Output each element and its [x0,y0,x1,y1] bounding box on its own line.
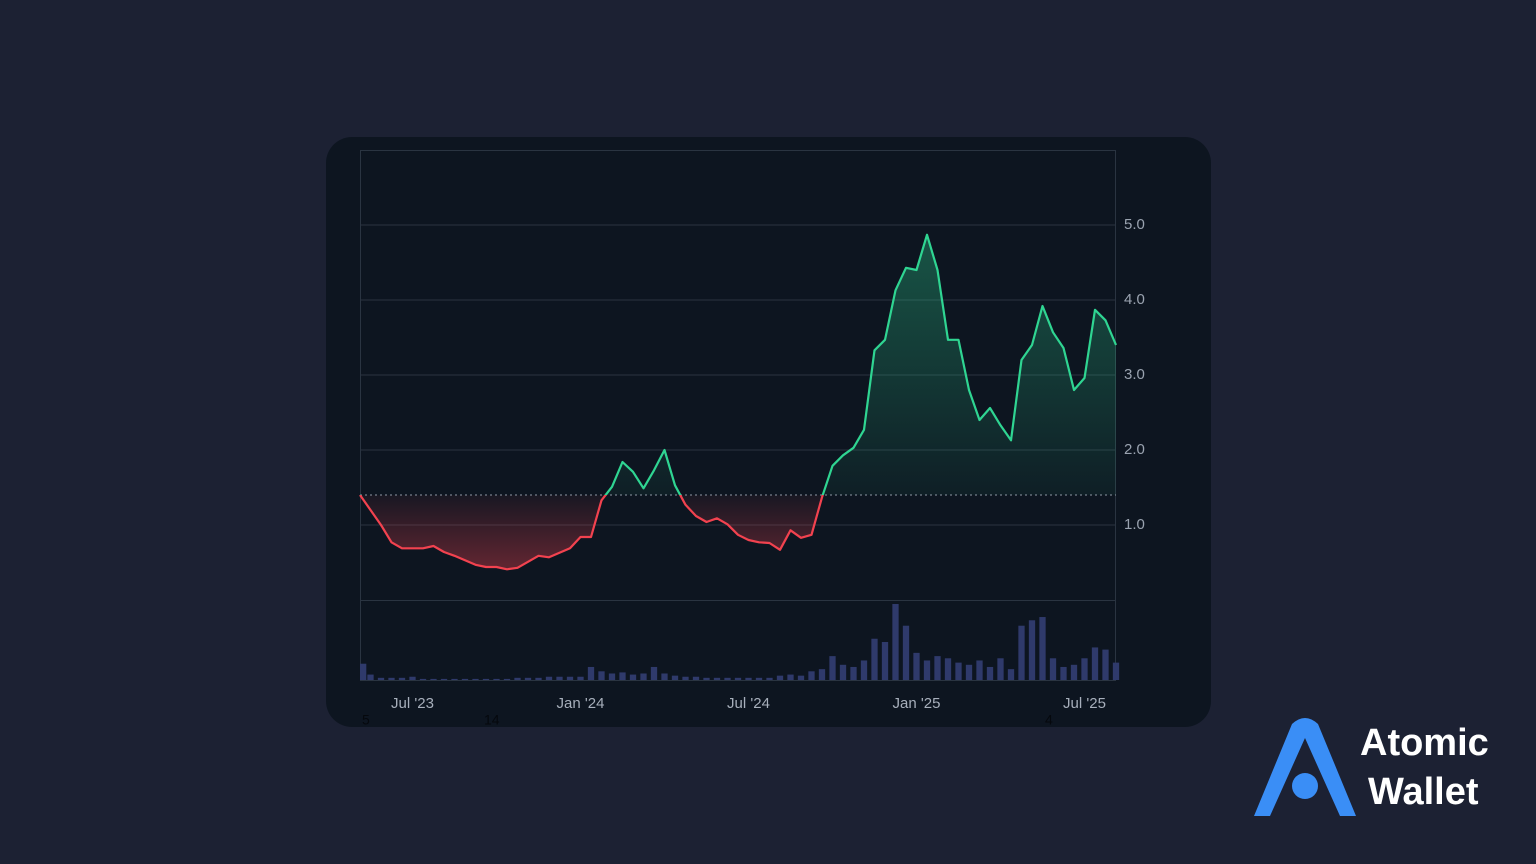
volume-bar [1018,625,1025,680]
volume-bar [713,677,721,680]
volume-bar [955,662,962,680]
volume-bar [829,656,836,680]
volume-bar [419,678,427,680]
volume-bar [797,675,805,680]
volume-bar [787,674,794,680]
volume-bar [650,666,658,680]
volume-bar [724,677,731,680]
volume-bar [535,677,542,680]
annotation: 4 [1045,712,1053,728]
volume-bar [360,663,367,680]
volume-bar [808,671,815,680]
volume-bar [556,676,563,680]
volume-bar [766,677,773,680]
volume-bar [1112,662,1120,680]
volume-bar [839,664,847,680]
volume-bar [734,677,742,680]
volume-bar [745,677,752,680]
price-line [359,233,1118,571]
volume-bar [451,678,458,680]
volume-bar [409,676,416,680]
volume-bar [997,658,1004,680]
volume-bar [1060,666,1067,680]
volume-bar [461,678,469,680]
volume-bar [1070,664,1078,680]
volume-bar [587,666,595,680]
volume-bar [976,660,983,680]
brand-logo: Atomic Wallet [1254,718,1489,816]
volume-bar [892,604,899,680]
volume-bar [608,673,616,680]
volume-bar [503,678,511,680]
volume-bar [1039,617,1046,680]
volume-bar [640,673,647,680]
y-tick-label: 4.0 [1124,291,1145,308]
volume-bar [682,676,689,680]
volume-bar [881,642,889,680]
chart-card [326,137,1211,727]
volume-bar [1049,658,1057,680]
volume-bar [629,674,637,680]
volume-bar [482,678,490,680]
volume-bar [934,656,941,680]
volume-bar [1007,669,1015,680]
volume-bar [1102,649,1109,680]
y-tick-label: 1.0 [1124,516,1145,533]
x-tick-label: Jul '23 [391,695,434,712]
volume-bar [871,638,878,680]
volume-bar [367,674,374,680]
volume-bar [566,676,574,680]
price-area [360,234,1116,570]
brand-name: Atomic [1360,722,1489,764]
volume-bar [850,666,857,680]
volume-bar [923,660,931,680]
volume-bar [776,675,784,680]
x-tick-label: Jul '25 [1063,695,1106,712]
volume-bar [619,672,626,680]
y-tick-label: 3.0 [1124,366,1145,383]
volume-bar [545,676,553,680]
volume-bar [1081,658,1088,680]
volume-bar [1091,647,1099,680]
volume-bar [598,671,605,680]
volume-bar [430,678,437,680]
volume-bar [902,625,910,680]
volume-bar [1028,620,1036,680]
x-tick-label: Jul '24 [727,695,770,712]
volume-bar [577,676,584,680]
volume-bar [398,677,406,680]
volume-bar [524,677,532,680]
annotation: 14 [484,712,500,728]
volume-bar [472,678,479,680]
volume-bar [514,677,521,680]
volume-bar [944,658,952,680]
volume-bar [913,652,920,680]
volume-bar [493,678,500,680]
volume-bar [440,678,448,680]
plot: 1.0 2.0 3.0 4.0 5.0 Jul '23 Jan '24 Jul '24 Jan … [359,216,1145,712]
volume-bar [986,666,994,680]
volume-bar [965,664,973,680]
volume-bar [671,675,679,680]
volume-bar [377,677,385,680]
volume-bar [818,669,826,680]
y-tick-label: 5.0 [1124,216,1145,233]
volume-bar [755,677,763,680]
volume-bar [661,673,668,680]
volume-bar [692,676,700,680]
x-tick-label: Jan '24 [557,695,605,712]
logo-icon [1254,718,1356,816]
y-tick-label: 2.0 [1124,441,1145,458]
volume-bar [860,660,868,680]
brand-name: Wallet [1368,771,1479,813]
logo-dot [1292,773,1318,799]
annotation: 5 [362,712,370,728]
x-tick-label: Jan '25 [893,695,941,712]
volume-bar [388,677,395,680]
volume-bar [703,677,710,680]
